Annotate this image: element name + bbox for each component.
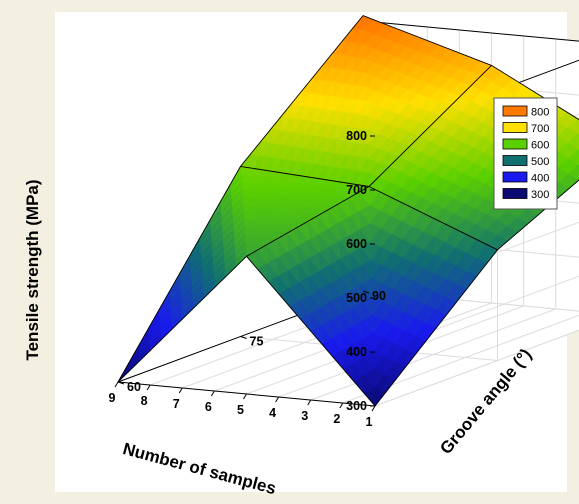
surface-mesh-line <box>368 186 498 251</box>
surface-facet <box>342 27 354 43</box>
x-tick-label: 3 <box>301 409 308 423</box>
x-tick-label: 1 <box>366 415 373 429</box>
surface-facet <box>301 77 313 94</box>
surface-facet <box>321 52 334 68</box>
x-tick-label: 4 <box>269 406 276 420</box>
x-tick-mark <box>243 393 247 400</box>
z-tick-label: 700 <box>346 183 367 197</box>
surface-facet <box>352 14 364 31</box>
surface-facet <box>250 140 262 156</box>
x-tick-label: 9 <box>109 391 116 405</box>
surface-facet <box>280 102 293 119</box>
surface-mesh-line <box>368 65 492 187</box>
x-tick-mark <box>114 381 119 388</box>
y-tick-mark <box>117 381 125 385</box>
surface-mesh-line <box>117 166 241 383</box>
x-tick-mark <box>210 390 215 397</box>
surface-mesh-line <box>240 15 364 167</box>
z-tick-label: 300 <box>346 399 367 413</box>
x-tick-mark <box>178 387 183 394</box>
x-tick-mark <box>371 405 376 412</box>
legend-swatch <box>502 171 528 183</box>
y-tick-label: 60 <box>127 380 141 394</box>
surface-facet <box>311 65 324 81</box>
surface-facet <box>331 39 344 56</box>
y-tick-mark <box>362 290 370 294</box>
surface-mesh-line <box>362 15 492 66</box>
axis-ticks: 300 400 500 600 700 800 1 2 3 4 5 6 7 8 9 60 75 90 <box>109 129 386 429</box>
surface-mesh-line <box>374 249 498 407</box>
y-tick-label: 90 <box>372 289 386 303</box>
x-tick-mark <box>146 384 151 391</box>
legend-label: 300 <box>531 189 549 201</box>
legend-label: 500 <box>531 156 549 168</box>
y-tick-label: 75 <box>250 335 264 349</box>
x-tick-label: 6 <box>205 400 212 414</box>
legend-swatch <box>502 122 528 133</box>
z-tick-label: 600 <box>346 237 367 251</box>
surface-mesh-line <box>246 256 376 407</box>
surface-facet <box>239 152 252 169</box>
surface-facet <box>290 90 303 106</box>
surface-mesh-line <box>246 186 370 257</box>
y-tick-mark <box>240 336 247 339</box>
z-tick-label: 400 <box>346 345 367 359</box>
legend-label: 400 <box>531 173 549 185</box>
surface-mesh-line <box>240 165 370 187</box>
legend-label: 800 <box>531 107 549 119</box>
x-tick-label: 8 <box>141 394 148 408</box>
x-tick-label: 2 <box>333 412 340 426</box>
legend-swatch <box>502 188 528 199</box>
legend-swatch <box>502 105 528 117</box>
legend-label: 600 <box>531 140 549 152</box>
legend: 800 700 600 500 400 300 <box>493 97 558 210</box>
surface-mesh-line <box>497 179 579 251</box>
z-tick-label: 500 <box>346 291 367 305</box>
box-edge <box>362 20 579 42</box>
legend-label: 700 <box>531 123 549 135</box>
legend-swatch <box>502 138 528 150</box>
x-tick-mark <box>275 396 280 403</box>
x-tick-label: 5 <box>237 403 244 417</box>
x-tick-mark <box>307 399 312 406</box>
x-tick-mark <box>339 402 344 409</box>
surface-mesh-line <box>117 255 247 383</box>
z-axis-title: Tensile strength (MPa) <box>23 179 42 360</box>
surface-facet <box>260 127 272 144</box>
x-axis-title: Number of samples <box>121 439 278 498</box>
x-tick-label: 7 <box>173 397 180 411</box>
legend-swatch <box>502 155 528 166</box>
surface <box>117 14 579 407</box>
z-tick-label: 800 <box>346 129 367 143</box>
